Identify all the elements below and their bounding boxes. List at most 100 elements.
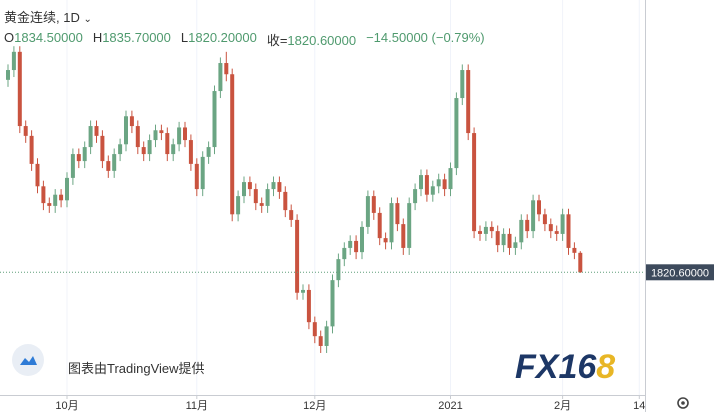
x-tick-label: 12月	[303, 400, 326, 412]
candle-body	[572, 247, 577, 253]
high-label: H	[92, 30, 103, 45]
open-value: 1834.50000	[14, 30, 83, 45]
x-tick-label: 10月	[55, 400, 78, 412]
candle-body	[513, 242, 518, 248]
candle-body	[147, 140, 152, 155]
candle-body	[554, 231, 559, 234]
candle-body	[129, 116, 134, 127]
candle-body	[342, 247, 347, 260]
candle-body	[171, 144, 176, 155]
candle-body	[271, 182, 276, 190]
candle-body	[395, 203, 400, 225]
candle-body	[306, 289, 311, 323]
candle-body	[265, 189, 270, 206]
candle-body	[242, 182, 246, 197]
symbol[interactable]: 黄金连续, 1D	[4, 10, 80, 25]
logo-icon[interactable]	[12, 344, 44, 376]
candle-body	[212, 91, 217, 148]
candle-body	[419, 175, 423, 190]
candle-body	[6, 70, 10, 80]
candle-body	[218, 63, 223, 92]
price-label: 1820.60000	[651, 267, 709, 279]
symbol-title[interactable]: 黄金连续, 1D ⌄	[4, 7, 92, 26]
candle-body	[118, 144, 123, 155]
candle-body	[206, 147, 211, 157]
candle-body	[200, 156, 205, 190]
candle-body	[53, 194, 58, 206]
watermark-accent: 8	[596, 348, 615, 386]
candle-body	[566, 214, 571, 248]
x-tick-label: 14	[633, 400, 645, 412]
candle-body	[23, 126, 28, 136]
candle-body	[501, 233, 506, 246]
candle-body	[519, 219, 524, 243]
price-label-box	[646, 264, 714, 281]
candle-body	[289, 210, 294, 220]
candle-body	[542, 214, 547, 225]
candle-body	[141, 147, 146, 155]
candle-body	[177, 127, 182, 145]
dropdown-chevron[interactable]: ⌄	[83, 14, 92, 25]
candle-body	[124, 116, 128, 145]
candle-body	[531, 200, 536, 232]
candle-body	[106, 161, 111, 171]
tradingview-logo[interactable]	[12, 344, 44, 376]
candle-body	[29, 135, 34, 164]
high-value: 1835.70000	[102, 30, 171, 45]
close-value: 1820.60000	[287, 33, 357, 48]
candle-body	[436, 179, 441, 187]
logo-shape[interactable]	[20, 356, 37, 365]
candle-body	[578, 252, 583, 273]
gear[interactable]	[677, 397, 689, 409]
candle-body	[448, 168, 453, 190]
candle-body	[383, 238, 388, 243]
candle-body	[454, 98, 459, 169]
candle-body	[188, 140, 193, 164]
candle-body	[560, 214, 565, 234]
settings-icon[interactable]	[677, 397, 689, 409]
candle-body	[301, 289, 305, 293]
candle-body	[153, 130, 158, 141]
candle-body	[194, 163, 199, 190]
low-value: 1820.20000	[188, 30, 257, 45]
candle-body	[371, 196, 376, 213]
candle-body	[507, 233, 512, 248]
candle-body	[88, 126, 93, 148]
candle-body	[483, 226, 488, 234]
candle-body	[330, 280, 335, 327]
close-label: 收=	[266, 33, 288, 48]
candle-body	[377, 212, 382, 239]
candle-body	[35, 163, 40, 187]
candle-body	[47, 203, 52, 206]
candle-body	[495, 231, 500, 246]
candle-body	[537, 200, 541, 215]
candle-body	[365, 196, 370, 227]
candle-body	[489, 226, 494, 232]
gear-hub[interactable]	[681, 401, 685, 405]
candle-body	[65, 177, 69, 201]
ohlc-legend: O1834.50000 H1835.70000 L1820.20000 收=18…	[4, 30, 485, 49]
candle-body	[41, 186, 46, 204]
candle-body	[253, 189, 258, 204]
low-label: L	[180, 30, 189, 45]
candle-body	[247, 182, 252, 190]
candle-body	[318, 336, 323, 346]
x-tick-label: 2021	[438, 400, 462, 412]
candle-body	[324, 326, 329, 346]
candle-body	[354, 240, 359, 253]
attribution[interactable]: 图表由TradingView提供	[68, 361, 205, 376]
candle-body	[165, 133, 170, 155]
candle-body	[159, 130, 164, 134]
candle-body	[401, 224, 406, 248]
candle-body	[360, 226, 364, 253]
candle-body	[312, 322, 317, 337]
candle-body	[100, 135, 105, 162]
candle-body	[424, 175, 429, 195]
candle-body	[59, 194, 64, 201]
candle-body	[236, 196, 241, 215]
x-tick-label: 11月	[186, 400, 208, 412]
watermark: FX168	[515, 348, 615, 386]
candle-body	[295, 219, 300, 293]
